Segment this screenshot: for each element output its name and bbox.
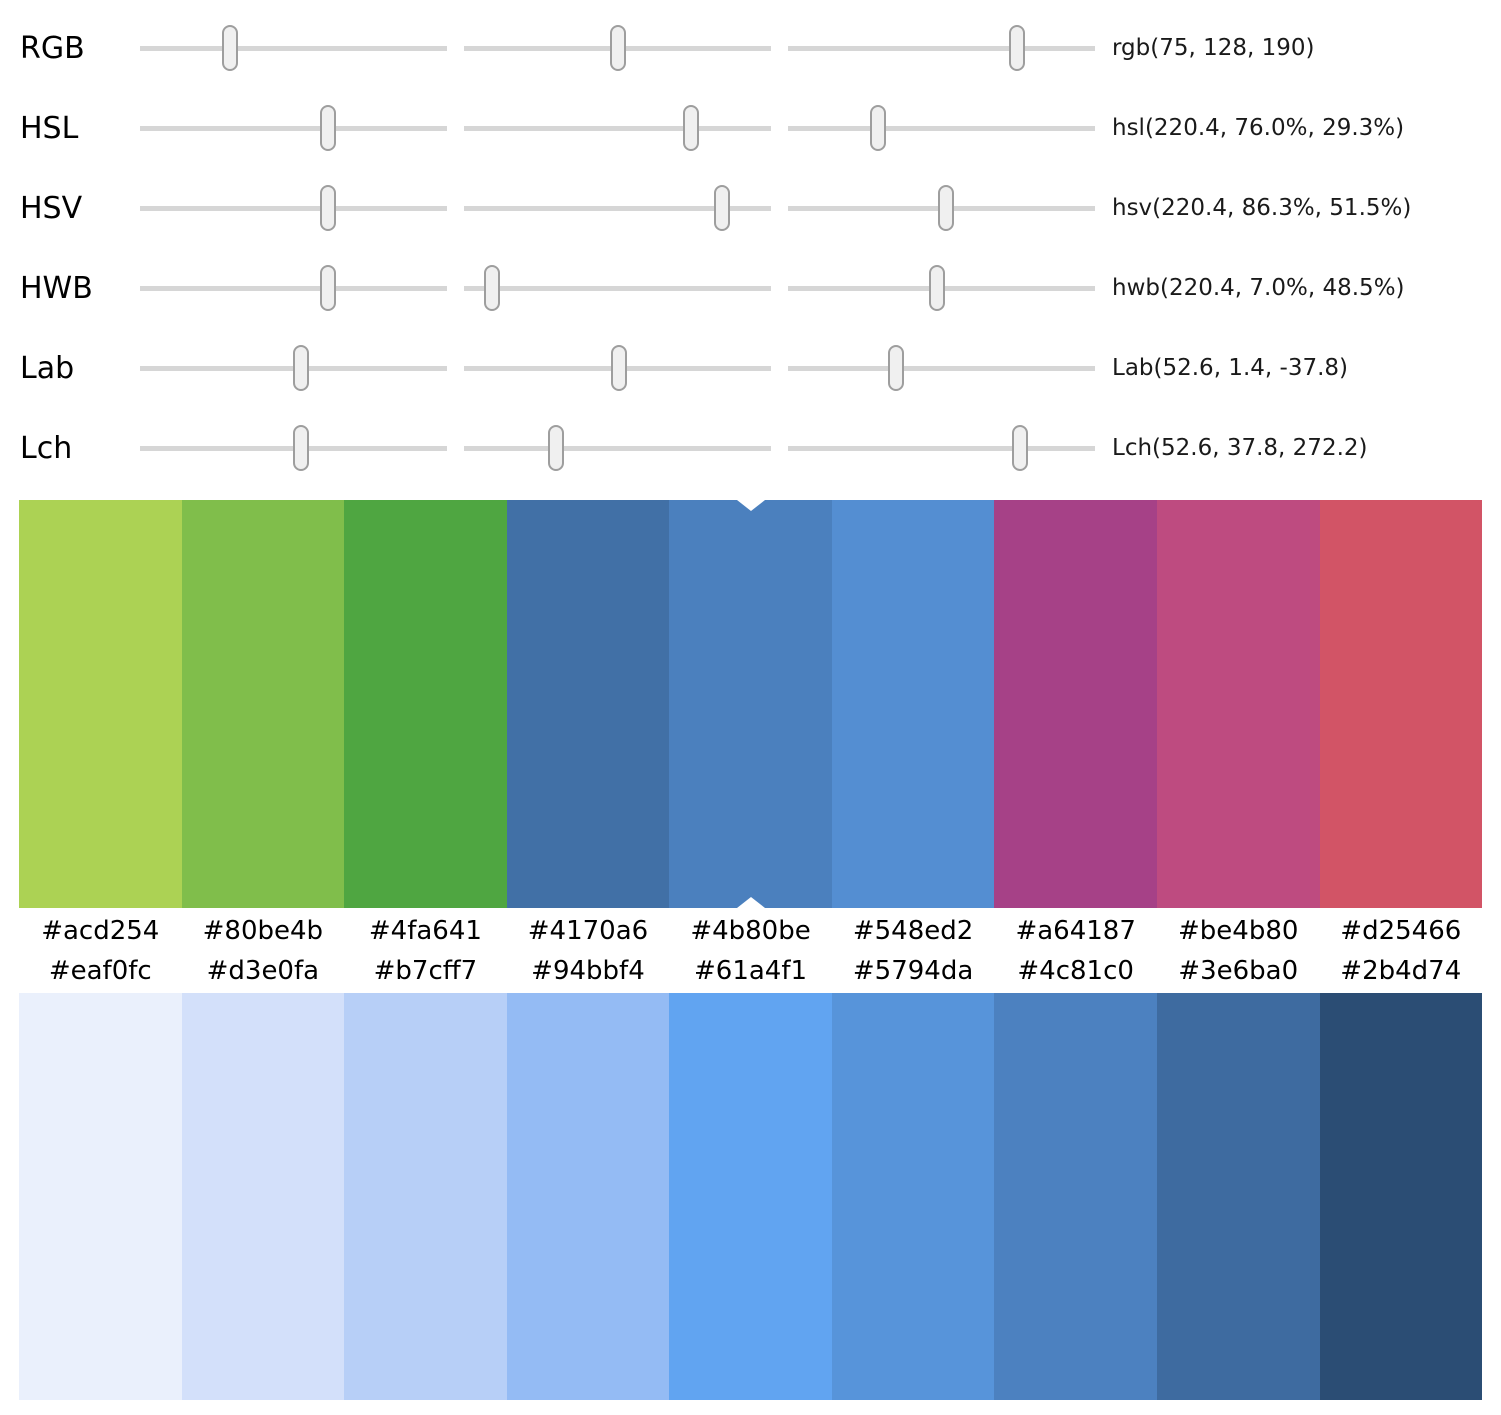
swatch-hex-label: #be4b80 [1178,916,1299,946]
swatch-hex-label: #94bbf4 [531,956,645,986]
swatch[interactable] [19,500,182,908]
hsv-hue-slider-handle[interactable] [319,185,336,231]
hsl-hue-slider-track[interactable] [140,105,447,151]
lab-l-slider-handle[interactable] [293,345,310,391]
rgb-blue-slider-handle[interactable] [1008,25,1025,71]
hwb-blackness-slider-handle[interactable] [928,265,945,311]
colorspace-label-lch: Lch [20,430,73,466]
swatch-hex-label: #4c81c0 [1017,956,1134,986]
lab-value-text: Lab(52.6, 1.4, -37.8) [1112,355,1348,381]
hwb-value-text: hwb(220.4, 7.0%, 48.5%) [1112,275,1405,301]
lab-l-slider-track[interactable] [140,345,447,391]
slider-row-lch: Lch Lch(52.6, 37.8, 272.2) [20,408,1501,488]
swatch-hex-label: #4170a6 [527,916,649,946]
swatch[interactable] [994,500,1157,908]
slider-row-lab: Lab Lab(52.6, 1.4, -37.8) [20,328,1501,408]
swatch[interactable] [1319,500,1483,908]
hsv-value-slider-handle[interactable] [938,185,955,231]
rgb-blue-slider-track[interactable] [788,25,1095,71]
selection-notch-bottom-icon [736,897,765,908]
swatch-hex-label: #d3e0fa [206,956,320,986]
hsv-saturation-slider-handle[interactable] [713,185,730,231]
hsl-lightness-slider-track[interactable] [788,105,1095,151]
swatch[interactable] [344,500,507,908]
swatch-hex-label: #5794da [852,956,974,986]
swatch[interactable] [181,993,345,1400]
selection-notch-top-icon [736,500,765,511]
swatch-hex-label: #d25466 [1340,916,1462,946]
swatch[interactable] [19,993,182,1400]
hsl-value-text: hsl(220.4, 76.0%, 29.3%) [1112,115,1405,141]
swatch[interactable] [344,993,507,1400]
swatch[interactable] [506,500,670,908]
hsv-hue-slider-track[interactable] [140,185,447,231]
slider-row-hsv: HSV hsv(220.4, 86.3%, 51.5%) [20,168,1501,248]
rgb-red-slider-handle[interactable] [222,25,239,71]
colorspace-label-hwb: HWB [20,270,93,306]
swatch[interactable] [669,993,832,1400]
slider-row-rgb: RGB rgb(75, 128, 190) [20,8,1501,88]
hwb-whiteness-slider-handle[interactable] [483,265,500,311]
lch-h-slider-handle[interactable] [1012,425,1029,471]
colorspace-label-hsl: HSL [20,110,79,146]
rgb-red-slider-track[interactable] [140,25,447,71]
hwb-hue-slider-handle[interactable] [319,265,336,311]
lch-l-slider-handle[interactable] [293,425,310,471]
swatch-hex-label: #a64187 [1015,916,1136,946]
tint-palette-hex-labels: #eaf0fc #d3e0fa #b7cff7 #94bbf4 #61a4f1 … [19,953,1482,993]
colorspace-label-hsv: HSV [20,190,83,226]
swatch-hex-label: #4fa641 [368,916,482,946]
hwb-blackness-slider-track[interactable] [788,265,1095,311]
colorspace-label-rgb: RGB [20,30,85,66]
lab-b-slider-track[interactable] [788,345,1095,391]
hue-variation-palette [19,500,1483,908]
swatch[interactable] [1156,500,1320,908]
hsl-saturation-slider-handle[interactable] [683,105,700,151]
color-sliders-panel: RGB rgb(75, 128, 190) HSL hsl(220.4, 76.… [0,0,1501,488]
hwb-whiteness-slider-track[interactable] [464,265,771,311]
slider-row-hsl: HSL hsl(220.4, 76.0%, 29.3%) [20,88,1501,168]
hsv-value-slider-track[interactable] [788,185,1095,231]
swatch-selected[interactable] [669,500,832,908]
lightness-variation-palette [19,993,1483,1400]
slider-row-hwb: HWB hwb(220.4, 7.0%, 48.5%) [20,248,1501,328]
swatch[interactable] [1156,993,1320,1400]
lch-l-slider-track[interactable] [140,425,447,471]
swatch[interactable] [1319,993,1483,1400]
colorspace-label-lab: Lab [20,350,75,386]
hsl-lightness-slider-handle[interactable] [869,105,886,151]
lab-b-slider-handle[interactable] [888,345,905,391]
swatch-hex-label: #61a4f1 [694,956,808,986]
lch-c-slider-handle[interactable] [548,425,565,471]
hsv-saturation-slider-track[interactable] [464,185,771,231]
swatch-hex-label: #2b4d74 [1340,956,1462,986]
rgb-value-text: rgb(75, 128, 190) [1112,35,1315,61]
swatch[interactable] [994,993,1157,1400]
swatch-hex-label: #acd254 [41,916,160,946]
swatch-hex-label: #b7cff7 [373,956,478,986]
swatch[interactable] [181,500,345,908]
hsv-value-text: hsv(220.4, 86.3%, 51.5%) [1112,195,1412,221]
swatch-hex-label: #3e6ba0 [1178,956,1299,986]
hsl-saturation-slider-track[interactable] [464,105,771,151]
hue-palette-hex-labels: #acd254 #80be4b #4fa641 #4170a6 #4b80be … [19,908,1482,953]
swatch[interactable] [831,993,995,1400]
swatch[interactable] [831,500,995,908]
lab-a-slider-track[interactable] [464,345,771,391]
swatch-hex-label: #548ed2 [852,916,974,946]
swatch-hex-label: #eaf0fc [48,956,152,986]
rgb-green-slider-handle[interactable] [610,25,627,71]
lch-value-text: Lch(52.6, 37.8, 272.2) [1112,435,1368,461]
hsl-hue-slider-handle[interactable] [319,105,336,151]
swatch-hex-label: #4b80be [690,916,811,946]
swatch-hex-label: #80be4b [202,916,324,946]
hwb-hue-slider-track[interactable] [140,265,447,311]
lch-h-slider-track[interactable] [788,425,1095,471]
swatch[interactable] [506,993,670,1400]
lch-c-slider-track[interactable] [464,425,771,471]
rgb-green-slider-track[interactable] [464,25,771,71]
lab-a-slider-handle[interactable] [611,345,628,391]
